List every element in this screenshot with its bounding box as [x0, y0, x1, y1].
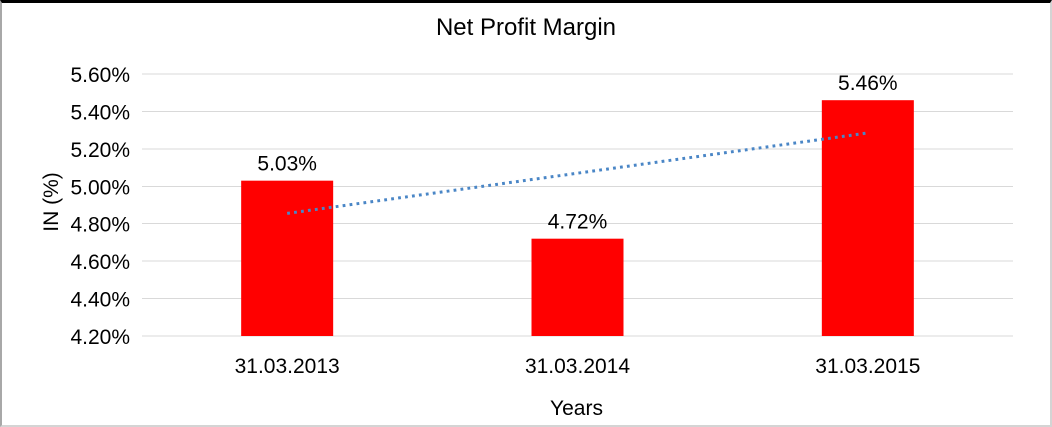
bar [821, 100, 914, 336]
y-tick-label: 4.60% [70, 251, 130, 274]
y-tick-label: 5.60% [70, 64, 130, 87]
x-category-label: 31.03.2014 [525, 355, 630, 378]
trendline [286, 131, 869, 215]
y-tick-label: 5.00% [70, 176, 130, 199]
y-tick-label: 5.20% [70, 139, 130, 162]
x-category-label: 31.03.2013 [235, 355, 340, 378]
bar-chart-plot: 4.20% 4.40% 4.60% 4.80% 5.00% 5.20% 5.40% 5.60%… [70, 64, 1013, 378]
y-tick-label: 4.80% [70, 214, 130, 237]
x-category-label: 31.03.2015 [815, 355, 920, 378]
bar-value-label: 5.03% [257, 153, 317, 176]
bar [531, 238, 624, 336]
bar-value-label: 4.72% [548, 211, 608, 234]
bar [241, 180, 334, 336]
y-tick-label: 4.20% [70, 326, 130, 349]
y-tick-label: 5.40% [70, 101, 130, 124]
chart-title: Net Profit Margin [435, 14, 617, 41]
x-axis-title: Years [550, 397, 603, 420]
bar-value-label: 5.46% [838, 72, 898, 95]
y-tick-label: 4.40% [70, 289, 130, 312]
